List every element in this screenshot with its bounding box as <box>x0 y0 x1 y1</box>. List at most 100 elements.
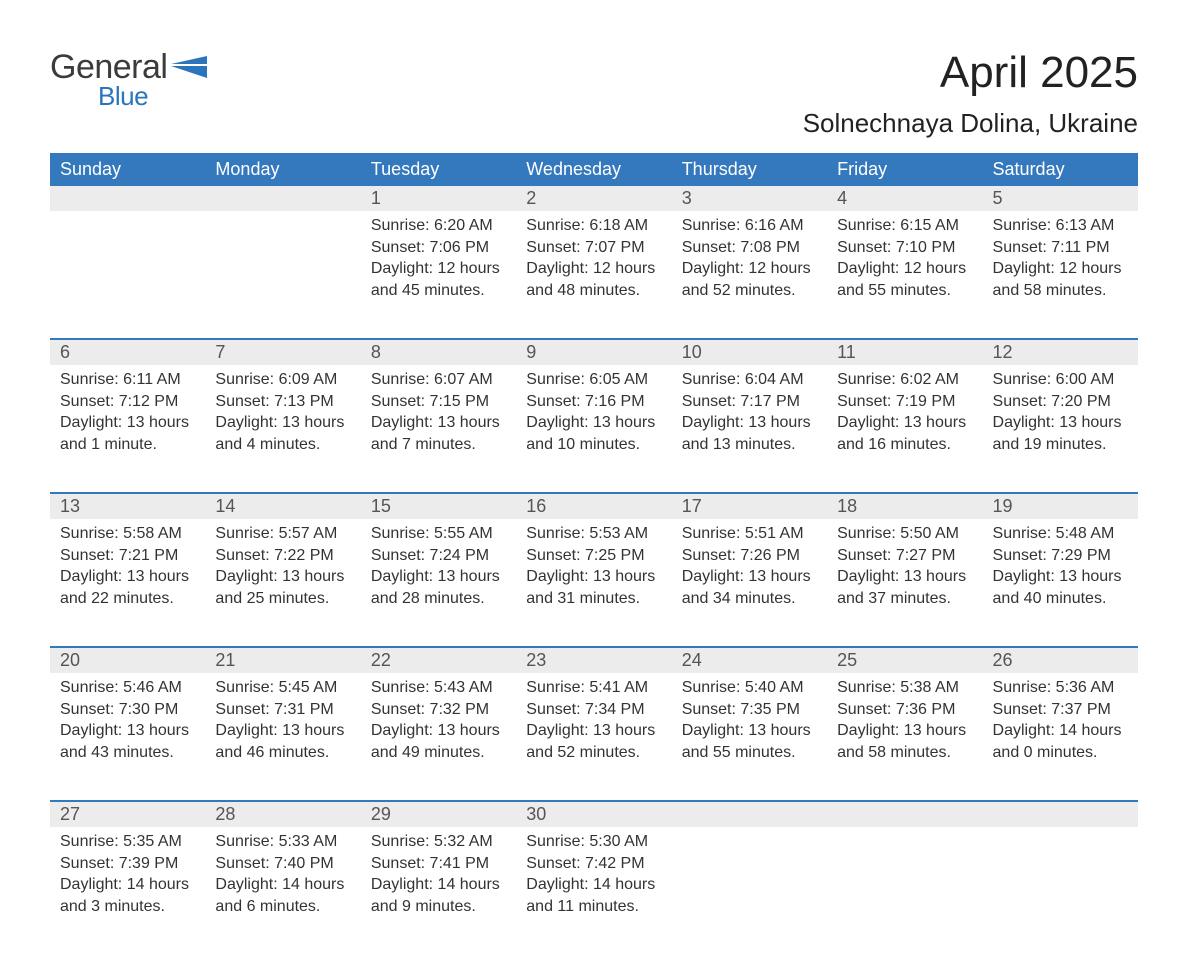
sunrise-text: Sunrise: 5:48 AM <box>993 523 1128 545</box>
logo-flag-icon <box>171 56 207 78</box>
daylight2-text: and 52 minutes. <box>526 742 661 764</box>
daylight1-text: Daylight: 13 hours <box>371 566 506 588</box>
calendar-table: Sunday Monday Tuesday Wednesday Thursday… <box>50 153 1138 955</box>
day-cell <box>672 827 827 955</box>
day-cell: Sunrise: 6:18 AMSunset: 7:07 PMDaylight:… <box>516 211 671 339</box>
calendar-body: 12345Sunrise: 6:20 AMSunset: 7:06 PMDayl… <box>50 186 1138 955</box>
sunrise-text: Sunrise: 6:09 AM <box>215 369 350 391</box>
daylight2-text: and 40 minutes. <box>993 588 1128 610</box>
daylight1-text: Daylight: 12 hours <box>993 258 1128 280</box>
daylight1-text: Daylight: 12 hours <box>837 258 972 280</box>
daylight1-text: Daylight: 13 hours <box>60 566 195 588</box>
daylight1-text: Daylight: 13 hours <box>682 720 817 742</box>
sunset-text: Sunset: 7:07 PM <box>526 237 661 259</box>
sunset-text: Sunset: 7:41 PM <box>371 853 506 875</box>
day-number: 5 <box>983 186 1138 211</box>
sunset-text: Sunset: 7:11 PM <box>993 237 1128 259</box>
daylight1-text: Daylight: 14 hours <box>215 874 350 896</box>
day-number: 24 <box>672 647 827 673</box>
daylight2-text: and 3 minutes. <box>60 896 195 918</box>
daylight1-text: Daylight: 13 hours <box>215 720 350 742</box>
day-number: 4 <box>827 186 982 211</box>
daylight2-text: and 58 minutes. <box>837 742 972 764</box>
daylight2-text: and 16 minutes. <box>837 434 972 456</box>
weekday-header: Saturday <box>983 153 1138 186</box>
location-title: Solnechnaya Dolina, Ukraine <box>803 108 1138 139</box>
content-row: Sunrise: 5:58 AMSunset: 7:21 PMDaylight:… <box>50 519 1138 647</box>
day-number: 19 <box>983 493 1138 519</box>
daynum-row: 13141516171819 <box>50 493 1138 519</box>
weekday-header: Monday <box>205 153 360 186</box>
sunrise-text: Sunrise: 6:18 AM <box>526 215 661 237</box>
day-cell: Sunrise: 6:20 AMSunset: 7:06 PMDaylight:… <box>361 211 516 339</box>
sunrise-text: Sunrise: 5:43 AM <box>371 677 506 699</box>
day-cell <box>983 827 1138 955</box>
content-row: Sunrise: 5:35 AMSunset: 7:39 PMDaylight:… <box>50 827 1138 955</box>
day-cell: Sunrise: 5:57 AMSunset: 7:22 PMDaylight:… <box>205 519 360 647</box>
day-number <box>827 801 982 827</box>
sunrise-text: Sunrise: 6:16 AM <box>682 215 817 237</box>
day-cell: Sunrise: 6:15 AMSunset: 7:10 PMDaylight:… <box>827 211 982 339</box>
sunset-text: Sunset: 7:31 PM <box>215 699 350 721</box>
day-cell: Sunrise: 5:35 AMSunset: 7:39 PMDaylight:… <box>50 827 205 955</box>
sunrise-text: Sunrise: 5:57 AM <box>215 523 350 545</box>
daylight2-text: and 46 minutes. <box>215 742 350 764</box>
day-cell: Sunrise: 6:13 AMSunset: 7:11 PMDaylight:… <box>983 211 1138 339</box>
sunset-text: Sunset: 7:29 PM <box>993 545 1128 567</box>
sunrise-text: Sunrise: 6:07 AM <box>371 369 506 391</box>
day-cell: Sunrise: 5:32 AMSunset: 7:41 PMDaylight:… <box>361 827 516 955</box>
day-cell: Sunrise: 5:38 AMSunset: 7:36 PMDaylight:… <box>827 673 982 801</box>
sunset-text: Sunset: 7:19 PM <box>837 391 972 413</box>
sunset-text: Sunset: 7:25 PM <box>526 545 661 567</box>
sunset-text: Sunset: 7:10 PM <box>837 237 972 259</box>
daylight2-text: and 37 minutes. <box>837 588 972 610</box>
sunset-text: Sunset: 7:39 PM <box>60 853 195 875</box>
day-number: 30 <box>516 801 671 827</box>
sunset-text: Sunset: 7:32 PM <box>371 699 506 721</box>
day-number <box>983 801 1138 827</box>
weekday-header-row: Sunday Monday Tuesday Wednesday Thursday… <box>50 153 1138 186</box>
daylight1-text: Daylight: 13 hours <box>371 720 506 742</box>
sunrise-text: Sunrise: 5:50 AM <box>837 523 972 545</box>
day-cell: Sunrise: 5:58 AMSunset: 7:21 PMDaylight:… <box>50 519 205 647</box>
day-number: 16 <box>516 493 671 519</box>
logo: General Blue <box>50 48 207 112</box>
daynum-row: 27282930 <box>50 801 1138 827</box>
daylight2-text: and 55 minutes. <box>837 280 972 302</box>
daynum-row: 12345 <box>50 186 1138 211</box>
daylight2-text: and 1 minute. <box>60 434 195 456</box>
daylight2-text: and 43 minutes. <box>60 742 195 764</box>
day-number: 25 <box>827 647 982 673</box>
day-cell: Sunrise: 5:30 AMSunset: 7:42 PMDaylight:… <box>516 827 671 955</box>
daylight1-text: Daylight: 13 hours <box>837 720 972 742</box>
weekday-header: Sunday <box>50 153 205 186</box>
sunrise-text: Sunrise: 6:05 AM <box>526 369 661 391</box>
content-row: Sunrise: 6:11 AMSunset: 7:12 PMDaylight:… <box>50 365 1138 493</box>
day-cell: Sunrise: 6:16 AMSunset: 7:08 PMDaylight:… <box>672 211 827 339</box>
title-block: April 2025 Solnechnaya Dolina, Ukraine <box>803 48 1138 139</box>
day-cell: Sunrise: 5:50 AMSunset: 7:27 PMDaylight:… <box>827 519 982 647</box>
sunset-text: Sunset: 7:40 PM <box>215 853 350 875</box>
day-cell: Sunrise: 5:33 AMSunset: 7:40 PMDaylight:… <box>205 827 360 955</box>
day-number: 8 <box>361 339 516 365</box>
daylight2-text: and 48 minutes. <box>526 280 661 302</box>
sunset-text: Sunset: 7:27 PM <box>837 545 972 567</box>
day-cell: Sunrise: 6:00 AMSunset: 7:20 PMDaylight:… <box>983 365 1138 493</box>
daylight2-text: and 7 minutes. <box>371 434 506 456</box>
daylight1-text: Daylight: 12 hours <box>371 258 506 280</box>
sunrise-text: Sunrise: 5:38 AM <box>837 677 972 699</box>
day-cell: Sunrise: 6:02 AMSunset: 7:19 PMDaylight:… <box>827 365 982 493</box>
daylight2-text: and 45 minutes. <box>371 280 506 302</box>
daylight1-text: Daylight: 14 hours <box>371 874 506 896</box>
day-number: 3 <box>672 186 827 211</box>
day-number: 6 <box>50 339 205 365</box>
month-title: April 2025 <box>803 48 1138 98</box>
day-cell: Sunrise: 5:48 AMSunset: 7:29 PMDaylight:… <box>983 519 1138 647</box>
day-number: 27 <box>50 801 205 827</box>
daylight2-text: and 22 minutes. <box>60 588 195 610</box>
daylight2-text: and 6 minutes. <box>215 896 350 918</box>
daylight2-text: and 55 minutes. <box>682 742 817 764</box>
sunrise-text: Sunrise: 6:04 AM <box>682 369 817 391</box>
daylight1-text: Daylight: 13 hours <box>682 412 817 434</box>
daylight1-text: Daylight: 14 hours <box>60 874 195 896</box>
